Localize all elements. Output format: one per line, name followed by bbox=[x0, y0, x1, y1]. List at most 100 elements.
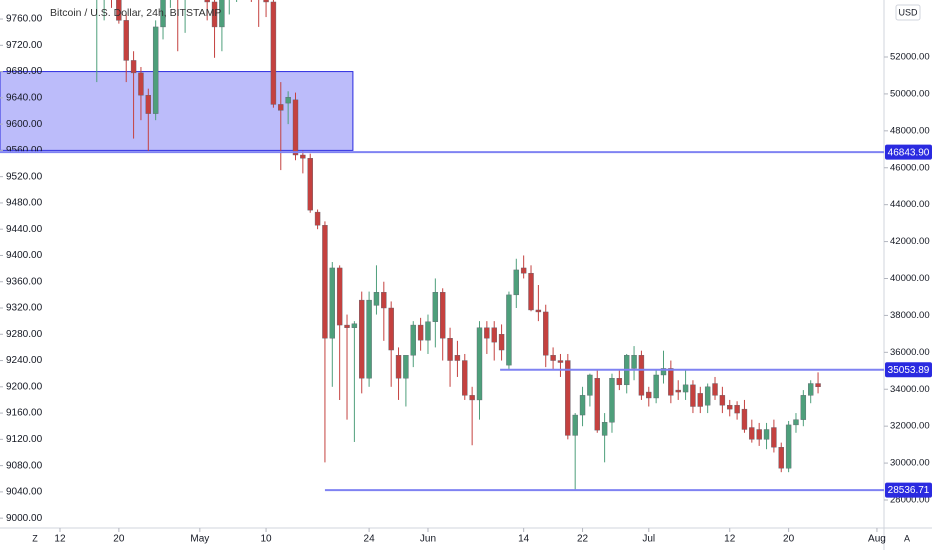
y-tick-label: 9720.00 bbox=[6, 40, 43, 51]
zone-box bbox=[0, 71, 354, 151]
candle-body bbox=[476, 327, 483, 401]
candle-body bbox=[800, 395, 807, 420]
y-tick-label: 9760.00 bbox=[6, 14, 43, 25]
y2-tick-label: 44000.00 bbox=[890, 199, 930, 210]
y-tick-label: 9200.00 bbox=[6, 381, 43, 392]
candle-body bbox=[292, 99, 299, 156]
candle-body bbox=[417, 324, 424, 341]
candle-body bbox=[712, 383, 718, 396]
y-tick-label: 9040.00 bbox=[6, 487, 43, 498]
corner-label: A bbox=[904, 533, 910, 543]
candle-body bbox=[307, 158, 313, 211]
corner-label: Z bbox=[32, 533, 38, 543]
y-tick-label: 9120.00 bbox=[6, 434, 43, 445]
candle-body bbox=[609, 378, 615, 423]
candle-body bbox=[506, 294, 512, 366]
y-tick-label: 9480.00 bbox=[6, 198, 43, 209]
candle-body bbox=[756, 429, 762, 440]
y-tick-label: 9000.00 bbox=[6, 513, 43, 524]
candle-body bbox=[219, 0, 225, 28]
candle-body bbox=[565, 360, 571, 436]
candle-body bbox=[484, 327, 490, 339]
candle-body bbox=[152, 26, 159, 114]
candle-body bbox=[204, 0, 210, 3]
candle-body bbox=[116, 0, 122, 21]
candle-body bbox=[807, 383, 814, 396]
candle-body bbox=[785, 424, 792, 469]
candle-body bbox=[329, 267, 336, 339]
candle-body bbox=[668, 368, 674, 396]
candle-body bbox=[395, 355, 402, 379]
y-tick-label: 9600.00 bbox=[6, 119, 43, 130]
y2-tick-label: 30000.00 bbox=[890, 458, 930, 469]
y2-tick-label: 46000.00 bbox=[890, 162, 930, 173]
candle-body bbox=[491, 327, 497, 343]
candle-body bbox=[366, 299, 372, 379]
candle-body bbox=[160, 0, 166, 28]
y2-tick-label: 50000.00 bbox=[890, 88, 930, 99]
y-tick-label: 9280.00 bbox=[6, 329, 43, 340]
y2-tick-label: 36000.00 bbox=[890, 347, 930, 358]
y-tick-label: 9640.00 bbox=[6, 92, 43, 103]
candle-body bbox=[469, 395, 475, 401]
candle-body bbox=[660, 368, 667, 376]
candle-body bbox=[616, 378, 623, 386]
y2-tick-label: 42000.00 bbox=[890, 236, 930, 247]
candle-body bbox=[675, 389, 681, 393]
candle-body bbox=[771, 427, 777, 448]
plot-area bbox=[0, 0, 821, 490]
candle-body bbox=[388, 307, 394, 351]
y-tick-label: 9080.00 bbox=[6, 460, 43, 471]
y-tick-label: 9240.00 bbox=[6, 355, 43, 366]
y-tick-label: 9560.00 bbox=[6, 145, 43, 156]
candle-body bbox=[373, 292, 380, 306]
y-tick-label: 9320.00 bbox=[6, 303, 43, 314]
candle-body bbox=[579, 395, 586, 416]
candle-body bbox=[653, 374, 659, 399]
candle-body bbox=[314, 211, 321, 226]
candle-body bbox=[697, 393, 703, 407]
candle-body bbox=[410, 324, 416, 356]
candle-body bbox=[557, 360, 564, 363]
candle-body bbox=[381, 292, 387, 309]
y-tick-label: 9520.00 bbox=[6, 171, 43, 182]
x-tick-label: May bbox=[190, 534, 209, 545]
candle-body bbox=[439, 292, 446, 339]
y2-tick-label: 52000.00 bbox=[890, 52, 930, 63]
candle-body bbox=[359, 299, 365, 379]
candle-body bbox=[520, 267, 527, 274]
level-label: 28536.71 bbox=[888, 485, 930, 496]
candle-body bbox=[594, 378, 600, 431]
level-label: 46843.90 bbox=[888, 147, 930, 158]
candle-body bbox=[336, 267, 343, 326]
candle-body bbox=[322, 225, 328, 339]
candle-body bbox=[763, 429, 770, 440]
y-tick-label: 9360.00 bbox=[6, 276, 43, 287]
candle-body bbox=[513, 269, 519, 296]
candle-body bbox=[123, 20, 129, 61]
candle-body bbox=[646, 391, 652, 399]
unit-box bbox=[895, 4, 921, 21]
candle-body bbox=[734, 404, 740, 414]
y-tick-label: 9400.00 bbox=[6, 250, 43, 261]
y2-tick-label: 28000.00 bbox=[890, 495, 930, 506]
x-tick-label: 20 bbox=[113, 534, 125, 545]
candle-body bbox=[454, 355, 461, 361]
candle-body bbox=[550, 355, 556, 361]
level-tag bbox=[885, 144, 932, 160]
candle-body bbox=[270, 1, 277, 105]
level-label: 35053.89 bbox=[888, 365, 930, 376]
x-tick-label: 12 bbox=[724, 534, 736, 545]
x-tick-label: 20 bbox=[783, 534, 795, 545]
x-tick-label: Aug bbox=[868, 534, 886, 545]
candle-body bbox=[727, 404, 733, 410]
candle-body bbox=[432, 292, 439, 322]
x-tick-label: 24 bbox=[364, 534, 376, 545]
x-tick-label: Jul bbox=[642, 534, 655, 545]
x-tick-label: Jun bbox=[420, 534, 436, 545]
candle-body bbox=[704, 386, 711, 406]
level-tag bbox=[885, 362, 932, 378]
level-tag bbox=[885, 482, 932, 498]
y2-tick-label: 38000.00 bbox=[890, 310, 930, 321]
candle-body bbox=[741, 408, 748, 430]
